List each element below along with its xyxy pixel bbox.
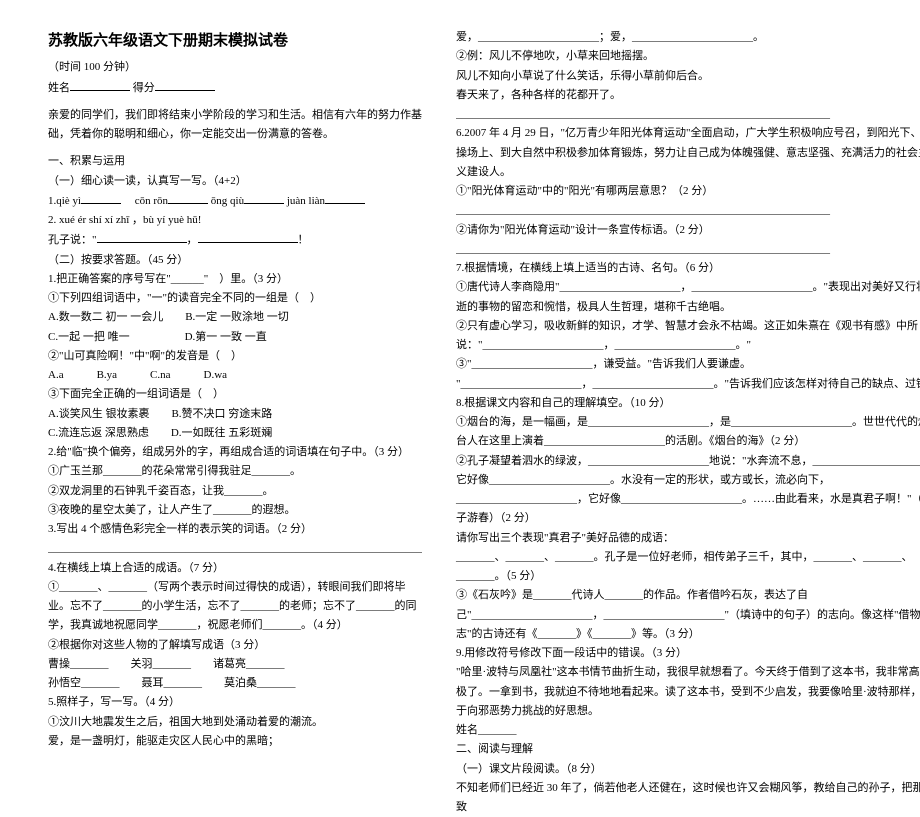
q8: 8.根据课文内容和自己的理解填空。（10 分）: [456, 394, 920, 413]
time-line: （时间 100 分钟）: [48, 58, 422, 77]
q2b: ②双龙洞里的石钟乳千姿百态，让我_______。: [48, 482, 422, 501]
opt-ab: A.数一数二 初一 一会儿 B.一定 一败涂地 一切: [48, 308, 422, 327]
doc-title: 苏教版六年级语文下册期末模拟试卷: [48, 28, 422, 54]
opt-cd: C.一起 一把 唯一 D.第一 一致 一直: [48, 328, 422, 347]
q6b: ②请你为"阳光体育运动"设计一条宣传标语。（2 分）: [456, 221, 920, 240]
q6a: ①"阳光体育运动"中的"阳光"有哪两层意思？（2 分）: [456, 182, 920, 201]
example2: 风儿不知向小草说了什么笑话，乐得小草前仰后合。: [456, 67, 920, 86]
right-column: 爱，______________________；爱，_____________…: [456, 28, 920, 630]
people2: 孙悟空_______ 聂耳_______ 莫泊桑_______: [48, 674, 422, 693]
q1: 1.把正确答案的序号写在"______" ）里。（3 分）: [48, 270, 422, 289]
example3: 春天来了，各种各样的花都开了。: [456, 86, 920, 105]
q8c: 请你写出三个表现"真君子"美好品德的成语：: [456, 529, 920, 548]
section2-heading: 二、阅读与理解: [456, 740, 920, 759]
pinyin-row1: 1.qiè yì cōn rōn ōng qiù juàn liàn: [48, 191, 422, 211]
q6b-blank: ________________________________________…: [456, 240, 920, 259]
q3: 3.写出 4 个感情色彩完全一样的表示笑的词语。（2 分）: [48, 520, 422, 539]
q8d: ③《石灰吟》是_______代诗人_______的作品。作者借吟石灰，表达了自己…: [456, 586, 920, 644]
q2a: ①广玉兰那_______的花朵常常引得我驻足_______。: [48, 462, 422, 481]
q7c: ③"______________________，谦受益。"告诉我们人要谦虚。: [456, 355, 920, 374]
q-1-2: （二）按要求答题。（45 分）: [48, 251, 422, 270]
example: ②例：风儿不停地吹，小草来回地摇摆。: [456, 47, 920, 66]
left-column: 苏教版六年级语文下册期末模拟试卷 （时间 100 分钟） 姓名 得分 亲爱的同学…: [48, 28, 422, 630]
q1a: ①下列四组词语中，"一"的读音完全不同的一组是（ ）: [48, 289, 422, 308]
q6a-blank: ________________________________________…: [456, 201, 920, 220]
q5a: ①汶川大地震发生之后，祖国大地到处涌动着爱的潮流。: [48, 713, 422, 732]
q1c: ③下面完全正确的一组词语是（ ）: [48, 385, 422, 404]
q4a: ①_______、_______（写两个表示时间过得快的成语），转眼间我们即将毕…: [48, 578, 422, 636]
group-a: A.谈笑风生 银妆素裹 B.赞不决口 穷途末路: [48, 405, 422, 424]
q8a: ①烟台的海，是一幅画，是______________________，是____…: [456, 413, 920, 452]
s2-1: （一）课文片段阅读。（8 分）: [456, 760, 920, 779]
intro: 亲爱的同学们，我们即将结束小学阶段的学习和生活。相信有六年的努力作基础，凭着你的…: [48, 106, 422, 145]
q4b: ②根据你对这些人物的了解填写成语（3 分）: [48, 636, 422, 655]
q5b: 爱，是一盏明灯，能驱走灾区人民心中的黑暗；: [48, 732, 422, 751]
kongzi: 孔子说："，！: [48, 230, 422, 250]
q3-blank: ________________________________________…: [48, 539, 422, 558]
q7: 7.根据情境，在横线上填上适当的古诗、名句。（6 分）: [456, 259, 920, 278]
q6: 6.2007 年 4 月 29 日，"亿万青少年阳光体育运动"全面启动，广大学生…: [456, 124, 920, 182]
opts-abcd: A.a B.ya C.na D.wa: [48, 366, 422, 385]
name-line: 姓名_______: [456, 721, 920, 740]
q8c2: _______、_______、_______。孔子是一位好老师，相传弟子三千，…: [456, 548, 920, 587]
q2: 2.给"临"换个偏旁，组成另外的字，再组成合适的词语填在句子中。（3 分）: [48, 443, 422, 462]
q7b: ②只有虚心学习，吸收新鲜的知识，才学、智慧才会永不枯竭。这正如朱熹在《观书有感》…: [456, 317, 920, 356]
name-score: 姓名 得分: [48, 78, 422, 98]
q7a: ①唐代诗人李商隐用"______________________，_______…: [456, 278, 920, 317]
q9-text: "哈里·波特与凤凰社"这本书情节曲折生动，我很早就想看了。今天终于借到了这本书，…: [456, 663, 920, 721]
section1-heading: 一、积累与运用: [48, 152, 422, 171]
s2-text: 不知老师们已经近 30 年了，倘若他老人还健在，这时候也许又会糊风筝，教给自己的…: [456, 779, 920, 817]
love-line: 爱，______________________；爱，_____________…: [456, 28, 920, 47]
q2c: ③夜晚的星空太美了，让人产生了_______的遐想。: [48, 501, 422, 520]
q8b: ②孔子凝望着泗水的绿波，______________________地说："水奔…: [456, 452, 920, 529]
q-1-1: （一）细心读一读，认真写一写。（4+2）: [48, 172, 422, 191]
q5: 5.照样子，写一写。（4 分）: [48, 693, 422, 712]
group-c: C.流连忘返 深思熟虑 D.一如既往 五彩斑斓: [48, 424, 422, 443]
q1b: ②"山可真险啊！"中"啊"的发音是（ ）: [48, 347, 422, 366]
q9: 9.用修改符号修改下面一段话中的错误。（3 分）: [456, 644, 920, 663]
q4: 4.在横线上填上合适的成语。（7 分）: [48, 559, 422, 578]
blank: ________________________________________…: [456, 105, 920, 124]
q7d: "______________________，________________…: [456, 375, 920, 394]
pinyin-row2: 2. xué ér shí xí zhī ，bù yí yuè hū!: [48, 211, 422, 230]
people1: 曹操_______ 关羽_______ 诸葛亮_______: [48, 655, 422, 674]
